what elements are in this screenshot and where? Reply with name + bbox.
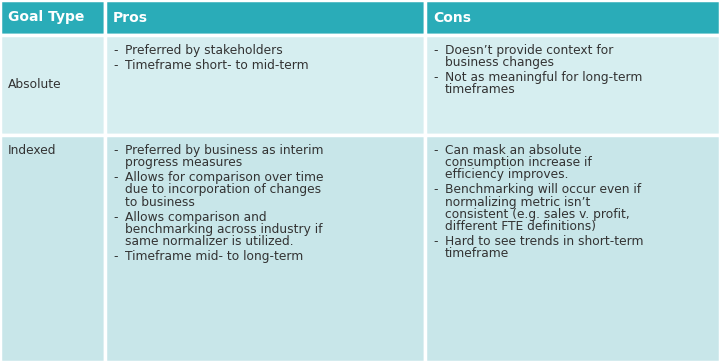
Bar [0, 135, 105, 362]
Text: benchmarking across industry if: benchmarking across industry if [125, 223, 323, 236]
Text: -: - [113, 171, 117, 184]
Bar [0, 0, 105, 35]
Text: Preferred by business as interim: Preferred by business as interim [125, 144, 323, 157]
Text: consistent (e.g. sales v. profit,: consistent (e.g. sales v. profit, [445, 208, 630, 221]
Bar [105, 35, 425, 135]
Text: -: - [113, 44, 117, 57]
Text: Preferred by stakeholders: Preferred by stakeholders [125, 44, 283, 57]
Text: timeframe: timeframe [445, 247, 509, 260]
Text: timeframes: timeframes [445, 84, 516, 96]
Text: Absolute: Absolute [8, 79, 62, 92]
Text: Hard to see trends in short-term: Hard to see trends in short-term [445, 235, 644, 248]
Text: Timeframe short- to mid-term: Timeframe short- to mid-term [125, 59, 309, 72]
Text: -: - [433, 235, 438, 248]
Text: progress measures: progress measures [125, 156, 242, 169]
Bar [0, 35, 105, 135]
Bar [105, 0, 425, 35]
Text: business changes: business changes [445, 56, 554, 69]
Text: to business: to business [125, 195, 195, 209]
Bar [105, 135, 425, 362]
Text: Benchmarking will occur even if: Benchmarking will occur even if [445, 184, 641, 197]
Bar [425, 0, 720, 35]
Text: -: - [113, 144, 117, 157]
Text: Not as meaningful for long-term: Not as meaningful for long-term [445, 71, 642, 84]
Bar [425, 35, 720, 135]
Bar [425, 135, 720, 362]
Text: Indexed: Indexed [8, 144, 56, 157]
Text: -: - [113, 250, 117, 263]
Text: -: - [433, 71, 438, 84]
Text: -: - [433, 184, 438, 197]
Text: Allows for comparison over time: Allows for comparison over time [125, 171, 323, 184]
Text: due to incorporation of changes: due to incorporation of changes [125, 184, 321, 197]
Text: -: - [113, 211, 117, 224]
Text: efficiency improves.: efficiency improves. [445, 168, 569, 181]
Text: -: - [433, 144, 438, 157]
Text: Pros: Pros [113, 10, 148, 25]
Text: same normalizer is utilized.: same normalizer is utilized. [125, 235, 294, 248]
Text: Timeframe mid- to long-term: Timeframe mid- to long-term [125, 250, 303, 263]
Text: normalizing metric isn’t: normalizing metric isn’t [445, 195, 590, 209]
Text: Cons: Cons [433, 10, 471, 25]
Text: Can mask an absolute: Can mask an absolute [445, 144, 582, 157]
Text: consumption increase if: consumption increase if [445, 156, 592, 169]
Text: different FTE definitions): different FTE definitions) [445, 220, 596, 233]
Text: Allows comparison and: Allows comparison and [125, 211, 266, 224]
Text: -: - [113, 59, 117, 72]
Text: -: - [433, 44, 438, 57]
Text: Doesn’t provide context for: Doesn’t provide context for [445, 44, 613, 57]
Text: Goal Type: Goal Type [8, 10, 84, 25]
